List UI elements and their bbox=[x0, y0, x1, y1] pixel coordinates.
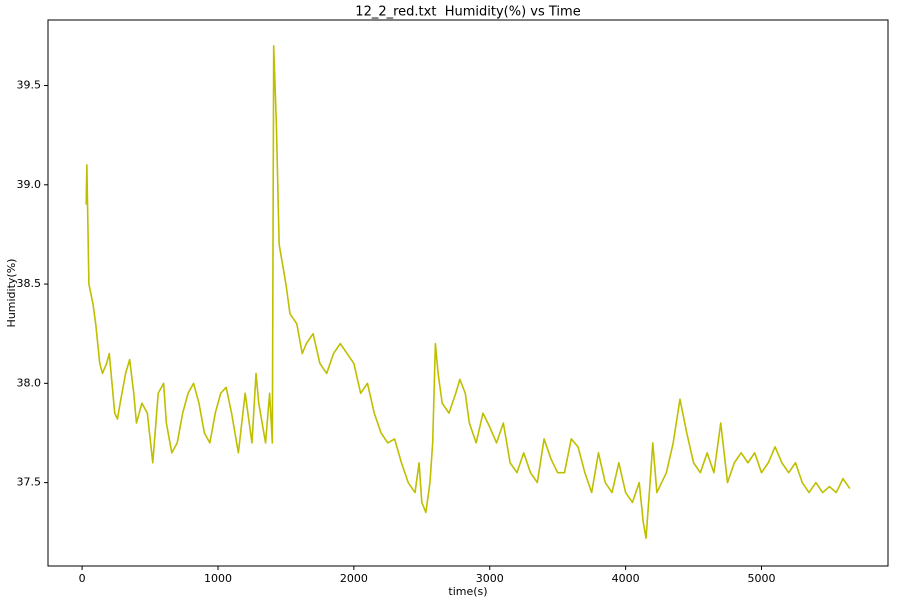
chart-title: 12_2_red.txt Humidity(%) vs Time bbox=[355, 5, 580, 20]
x-tick-label: 1000 bbox=[204, 572, 232, 585]
y-tick-label: 38.5 bbox=[17, 277, 42, 290]
y-axis-label: Humidity(%) bbox=[5, 259, 18, 328]
y-tick-label: 39.5 bbox=[17, 79, 42, 92]
x-tick-label: 4000 bbox=[612, 572, 640, 585]
y-tick-label: 39.0 bbox=[17, 178, 42, 191]
x-tick-label: 5000 bbox=[747, 572, 775, 585]
x-axis-label: time(s) bbox=[448, 585, 487, 598]
x-tick-label: 2000 bbox=[340, 572, 368, 585]
x-tick-label: 0 bbox=[79, 572, 86, 585]
x-tick-label: 3000 bbox=[476, 572, 504, 585]
y-tick-label: 38.0 bbox=[17, 376, 42, 389]
plot-frame bbox=[47, 19, 889, 567]
data-line bbox=[85, 45, 851, 539]
y-tick-label: 37.5 bbox=[17, 476, 42, 489]
